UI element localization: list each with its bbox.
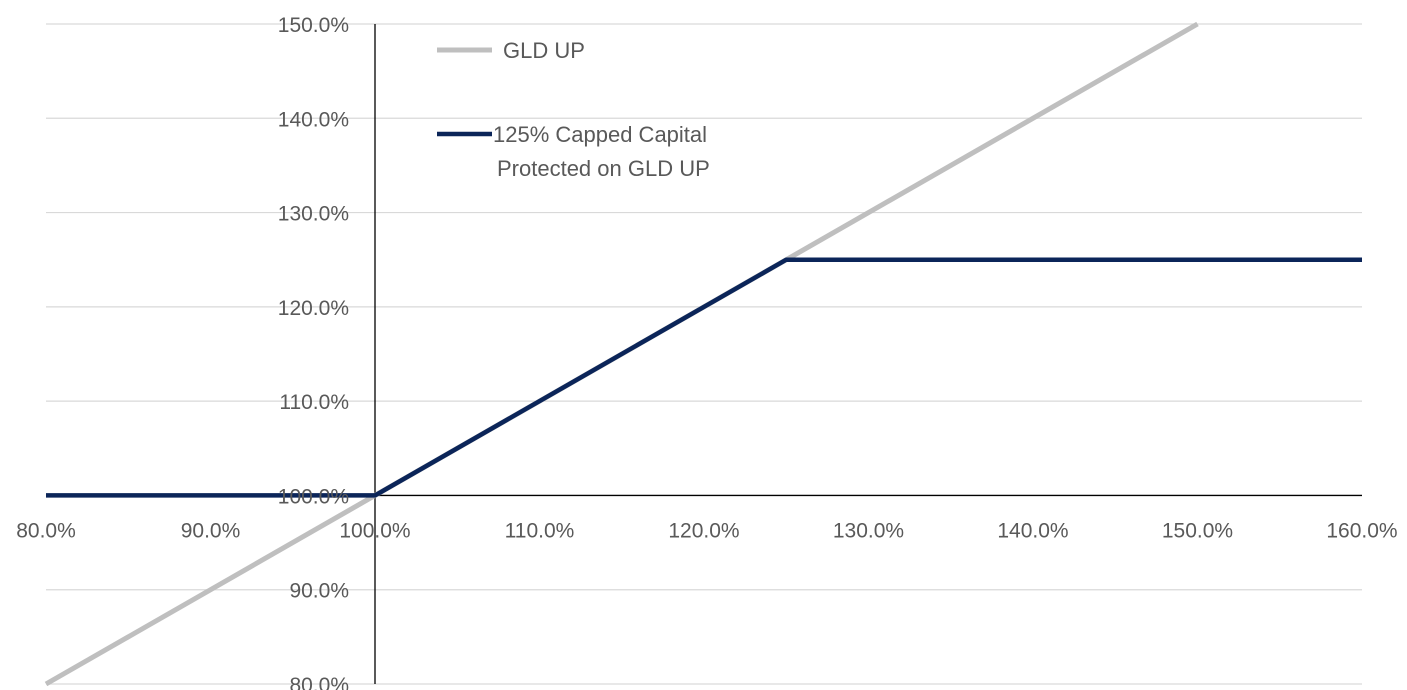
x-tick-label: 160.0% [1326,519,1397,542]
gridlines [46,23,1362,685]
series-line-2 [46,257,1362,498]
legend-label-capped-line: Protected on GLD UP [497,156,710,181]
x-tick-label: 100.0% [339,519,410,542]
y-tick-label: 150.0% [278,14,349,37]
y-tick-label: 110.0% [279,391,349,414]
legend-label-capped-line: 125% Capped Capital [493,122,707,147]
y-tick-label: 80.0% [289,674,349,690]
legend-label-gld-up: GLD UP [503,38,585,63]
y-tick-label: 130.0% [278,203,349,226]
y-tick-label: 90.0% [289,580,349,603]
x-axis-tick-labels: 80.0% 90.0% 100.0% 110.0% 120.0% 130.0% 140.0%… [16,519,1397,542]
x-tick-label: 150.0% [1162,519,1233,542]
y-tick-label: 140.0% [278,108,349,131]
x-tick-label: 130.0% [833,519,904,542]
y-tick-label: 100.0% [278,485,349,508]
y-tick-label: 120.0% [278,297,349,320]
x-tick-label: 110.0% [505,519,575,542]
x-tick-label: 140.0% [997,519,1068,542]
y-axis-tick-labels: 80.0% 90.0% 100.0% 110.0% 120.0% 130.0% 140.0%… [278,14,349,690]
legend: GLD UP 125% Capped Capital Protected on GL… [437,38,710,181]
x-tick-label: 80.0% [16,519,76,542]
x-tick-label: 90.0% [181,519,241,542]
series-lines [44,21,1362,687]
x-tick-label: 120.0% [668,519,739,542]
